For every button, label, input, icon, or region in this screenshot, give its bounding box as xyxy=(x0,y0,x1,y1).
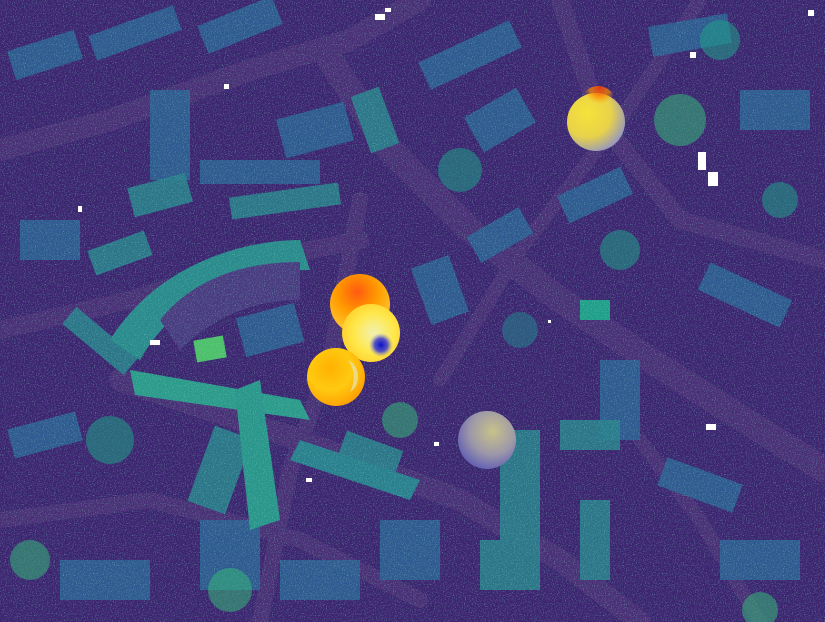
heat-overlay xyxy=(307,86,625,469)
heat-blob-c[interactable] xyxy=(342,304,400,362)
tree-clusters xyxy=(10,20,798,622)
nodata-pixels xyxy=(78,8,814,482)
heat-blob-e[interactable] xyxy=(458,411,516,469)
heat-blob-d[interactable] xyxy=(307,348,365,406)
heat-blob-a[interactable] xyxy=(567,86,625,151)
